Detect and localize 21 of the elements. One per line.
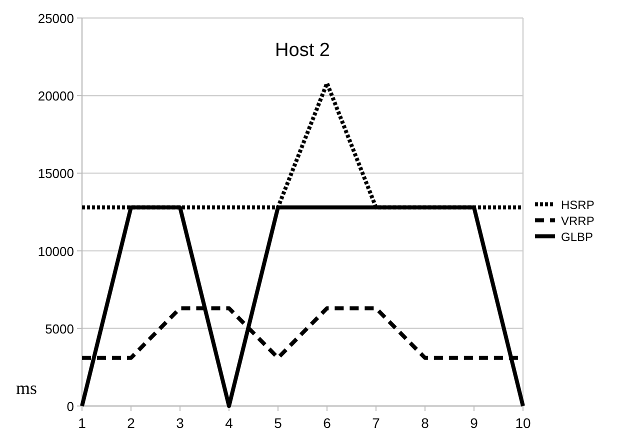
text: Host 2 <box>275 40 330 61</box>
y-tick-label: 25000 <box>38 11 74 26</box>
x-tick-label: 5 <box>274 415 282 431</box>
legend-label: VRRP <box>561 214 594 228</box>
y-tick-label: 10000 <box>38 244 74 259</box>
x-tick-label: 6 <box>323 415 332 431</box>
y-tick-label: 15000 <box>38 166 74 182</box>
y-tick-label: 5000 <box>45 321 74 336</box>
legend-label: HSRP <box>561 198 594 212</box>
y-tick-label: 20000 <box>38 88 74 104</box>
y-axis-title: ms <box>16 378 38 398</box>
x-tick-label: 1 <box>78 415 86 431</box>
x-tick-label: 7 <box>372 415 380 431</box>
x-tick-label: 8 <box>421 415 430 431</box>
y-tick-label: 0 <box>66 399 74 414</box>
legend-label: GLBP <box>561 230 594 244</box>
x-tick-label: 2 <box>127 415 136 431</box>
x-tick-label: 10 <box>515 415 531 431</box>
x-tick-label: 9 <box>470 415 478 431</box>
x-tick-label: 3 <box>176 415 184 431</box>
x-tick-label: 4 <box>225 415 234 431</box>
